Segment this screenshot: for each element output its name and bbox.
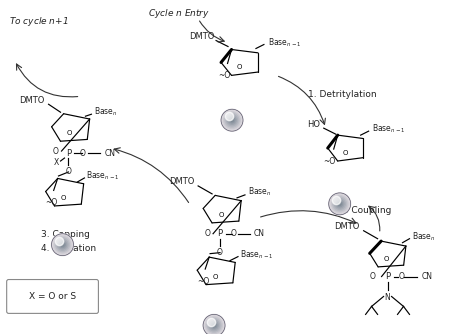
- Text: O: O: [231, 229, 237, 238]
- Text: O: O: [399, 272, 404, 281]
- Circle shape: [53, 235, 72, 254]
- Circle shape: [225, 113, 239, 127]
- Circle shape: [331, 196, 348, 212]
- Circle shape: [330, 194, 349, 213]
- Text: O: O: [219, 212, 224, 218]
- Text: 1. Detritylation: 1. Detritylation: [308, 90, 376, 99]
- Circle shape: [52, 234, 73, 256]
- Text: O: O: [370, 272, 375, 281]
- Text: O: O: [237, 64, 242, 70]
- Text: O: O: [80, 148, 85, 157]
- Circle shape: [337, 201, 342, 207]
- Circle shape: [57, 239, 68, 250]
- Text: DMTO: DMTO: [334, 222, 360, 231]
- Text: O: O: [204, 229, 210, 238]
- Text: N: N: [385, 293, 391, 303]
- Circle shape: [333, 197, 346, 211]
- Text: O: O: [67, 130, 72, 136]
- Text: P: P: [385, 272, 390, 281]
- Text: ~O: ~O: [197, 277, 210, 286]
- Text: O: O: [343, 150, 348, 156]
- Text: 3. Capping: 3. Capping: [41, 230, 90, 239]
- Circle shape: [209, 320, 219, 331]
- Circle shape: [334, 198, 345, 209]
- Text: CN: CN: [104, 148, 115, 157]
- Text: To cycle $n$+1: To cycle $n$+1: [9, 15, 68, 27]
- Text: CN: CN: [421, 272, 432, 281]
- Text: HO: HO: [307, 120, 320, 129]
- Text: Base$_{n-1}$: Base$_{n-1}$: [372, 123, 405, 135]
- Text: Base$_n$: Base$_n$: [94, 106, 118, 119]
- Text: ~O: ~O: [324, 157, 336, 166]
- Circle shape: [61, 243, 64, 246]
- Text: O: O: [217, 248, 223, 257]
- Text: O: O: [384, 256, 389, 262]
- Text: Cycle $n$ Entry: Cycle $n$ Entry: [148, 7, 210, 20]
- Text: P: P: [66, 148, 71, 157]
- Circle shape: [58, 241, 67, 249]
- Circle shape: [55, 237, 71, 253]
- Text: ~O: ~O: [46, 198, 58, 207]
- Text: X = O or S: X = O or S: [29, 292, 76, 301]
- Text: DMTO: DMTO: [189, 32, 214, 41]
- Circle shape: [336, 200, 344, 208]
- Text: Base$_n$: Base$_n$: [412, 230, 436, 243]
- Circle shape: [60, 242, 65, 248]
- Circle shape: [207, 319, 221, 332]
- Text: DMTO: DMTO: [19, 96, 45, 105]
- Circle shape: [228, 116, 236, 124]
- Circle shape: [203, 314, 225, 335]
- Text: DMTO: DMTO: [169, 178, 194, 187]
- Text: X: X: [53, 157, 58, 166]
- Circle shape: [206, 317, 222, 334]
- Text: ~O: ~O: [219, 71, 231, 80]
- Text: O: O: [212, 273, 218, 279]
- Text: O: O: [65, 167, 72, 176]
- Circle shape: [221, 109, 243, 131]
- Text: O: O: [61, 195, 66, 201]
- Text: O: O: [53, 147, 58, 155]
- Text: 2. Coupling: 2. Coupling: [340, 206, 391, 215]
- Text: Base$_{n-1}$: Base$_{n-1}$: [268, 36, 301, 49]
- Circle shape: [211, 323, 217, 328]
- Circle shape: [213, 324, 216, 327]
- Circle shape: [338, 202, 341, 205]
- Circle shape: [222, 111, 242, 130]
- Circle shape: [204, 316, 224, 335]
- Text: P: P: [218, 229, 223, 238]
- Circle shape: [55, 238, 69, 252]
- Text: Base$_{n-1}$: Base$_{n-1}$: [86, 170, 120, 182]
- Text: Base$_n$: Base$_n$: [248, 186, 272, 198]
- Circle shape: [210, 321, 218, 329]
- Circle shape: [224, 112, 240, 128]
- Circle shape: [231, 119, 233, 122]
- Text: 4. Oxidation: 4. Oxidation: [41, 244, 96, 253]
- FancyBboxPatch shape: [7, 279, 99, 314]
- Text: Base$_{n-1}$: Base$_{n-1}$: [240, 248, 273, 261]
- Circle shape: [229, 118, 235, 123]
- Circle shape: [329, 193, 351, 215]
- Text: CN: CN: [254, 229, 265, 238]
- Circle shape: [227, 115, 237, 126]
